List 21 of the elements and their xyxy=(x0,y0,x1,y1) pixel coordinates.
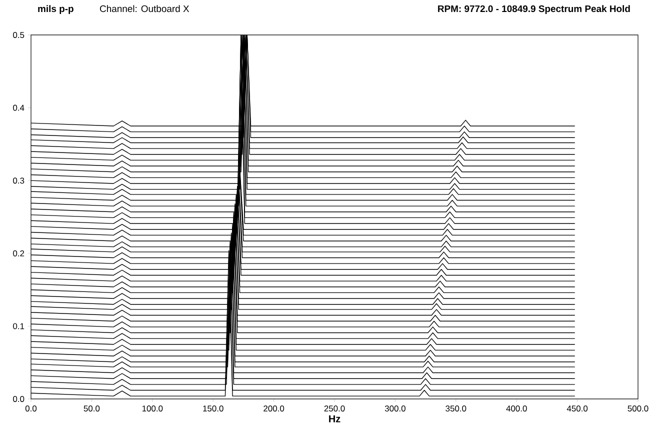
x-tick-label: 0.0 xyxy=(25,406,37,412)
y-tick-label: 0.3 xyxy=(13,178,24,184)
x-tick-label: 300.0 xyxy=(384,406,406,412)
y-tick-label: 0.5 xyxy=(13,32,24,38)
x-tick-label: 50.0 xyxy=(84,406,100,412)
y-tick-label: 0.2 xyxy=(13,250,24,256)
x-tick-label: 450.0 xyxy=(566,406,588,412)
x-tick-label: 500.0 xyxy=(628,406,648,412)
y-tick-label: 0.0 xyxy=(13,396,24,402)
x-tick-label: 200.0 xyxy=(264,406,284,412)
x-tick-label: 350.0 xyxy=(446,406,466,412)
chart-subtitle: Channel: Outboard X xyxy=(100,5,190,12)
x-tick-label: 250.0 xyxy=(324,406,345,412)
x-tick-label: 100.0 xyxy=(142,406,163,412)
x-tick-label: 150.0 xyxy=(203,406,224,412)
x-tick-label: 400.0 xyxy=(506,406,527,412)
y-tick-label: 0.4 xyxy=(13,104,24,111)
chart-title: RPM: 9772.0 - 10849.9 Spectrum Peak Hold xyxy=(438,5,630,14)
x-axis-title: Hz xyxy=(329,415,340,422)
y-tick-label: 0.1 xyxy=(13,323,24,330)
y-axis-title: mils p-p xyxy=(38,5,74,14)
